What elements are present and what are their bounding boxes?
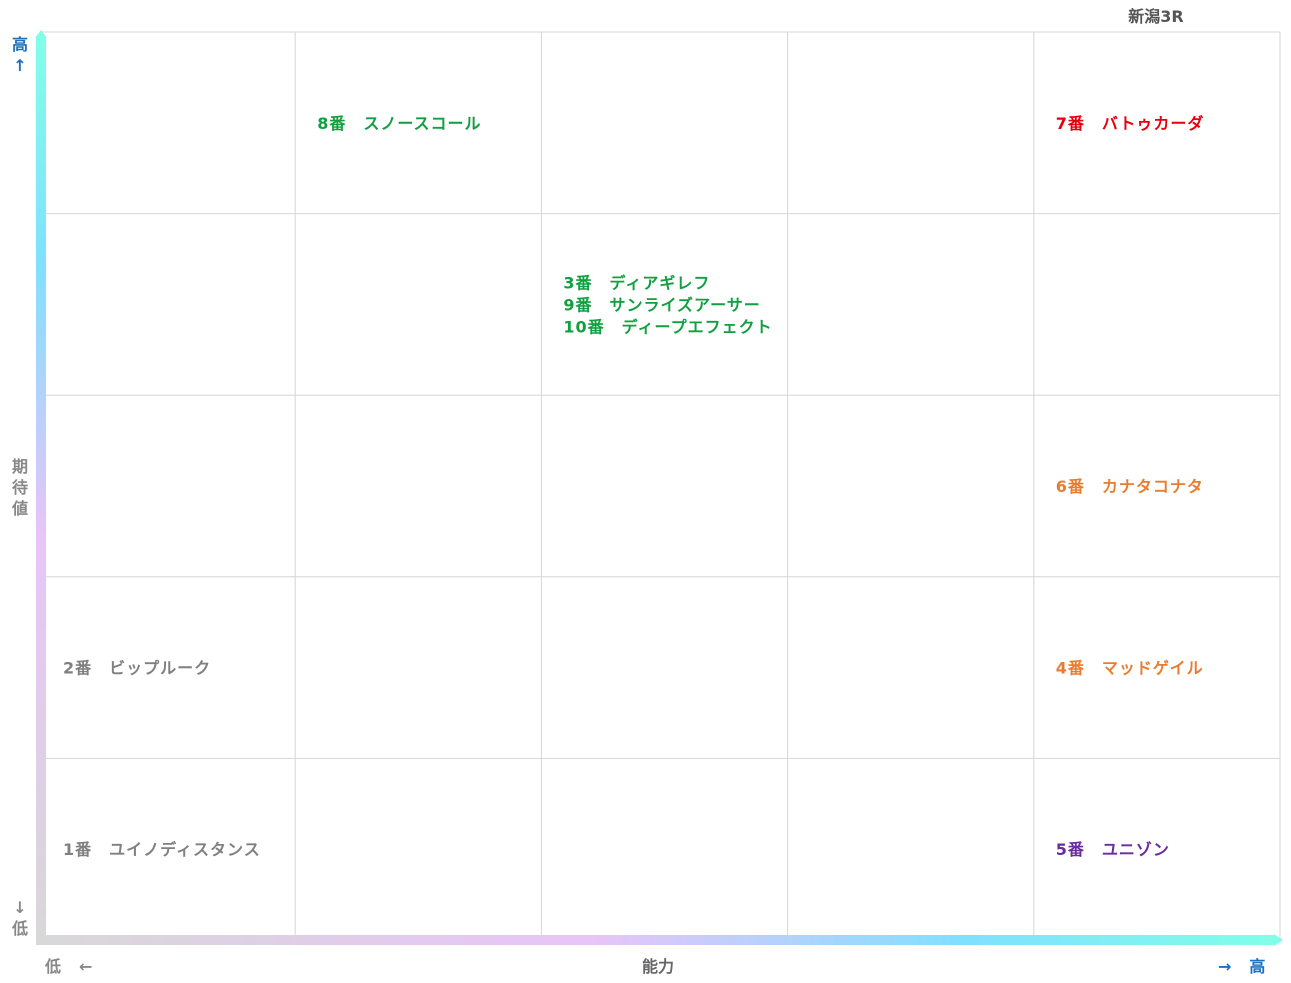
x-axis-bar [36,935,1276,945]
horse-label: 2番 ビップルーク [63,659,211,678]
horse-label: 4番 マッドゲイル [1056,659,1204,678]
y-axis-low-label: ↓ 低 [11,898,28,938]
horse-labels: 8番 スノースコール 7番 バトゥカーダ 3番 ディアギレフ 9番 サンライズアーサー… [63,114,1205,859]
x-axis-label: 能力 [642,957,675,976]
horse-label: 6番 カナタコナタ [1056,477,1204,496]
x-axis-arrowhead [1274,934,1283,946]
horse-label: 1番 ユイノディスタンス [63,840,261,859]
horse-label: 5番 ユニゾン [1056,840,1170,859]
y-axis-label: 期待値 [12,457,29,518]
horse-label: 10番 ディープエフェクト [563,317,772,336]
y-axis-bar [36,36,46,943]
horse-label: 9番 サンライズアーサー [563,295,760,314]
horse-label: 7番 バトゥカーダ [1056,114,1205,133]
chart-title: 新潟3R [1128,7,1184,26]
x-axis-low-label: 低 ← [45,957,93,976]
x-axis-high-label: → 高 [1218,957,1266,976]
horse-label: 3番 ディアギレフ [563,273,710,292]
y-axis-arrowhead [35,30,47,38]
horse-label: 8番 スノースコール [317,114,481,133]
y-axis-high-label: 高 ↑ [11,35,28,75]
